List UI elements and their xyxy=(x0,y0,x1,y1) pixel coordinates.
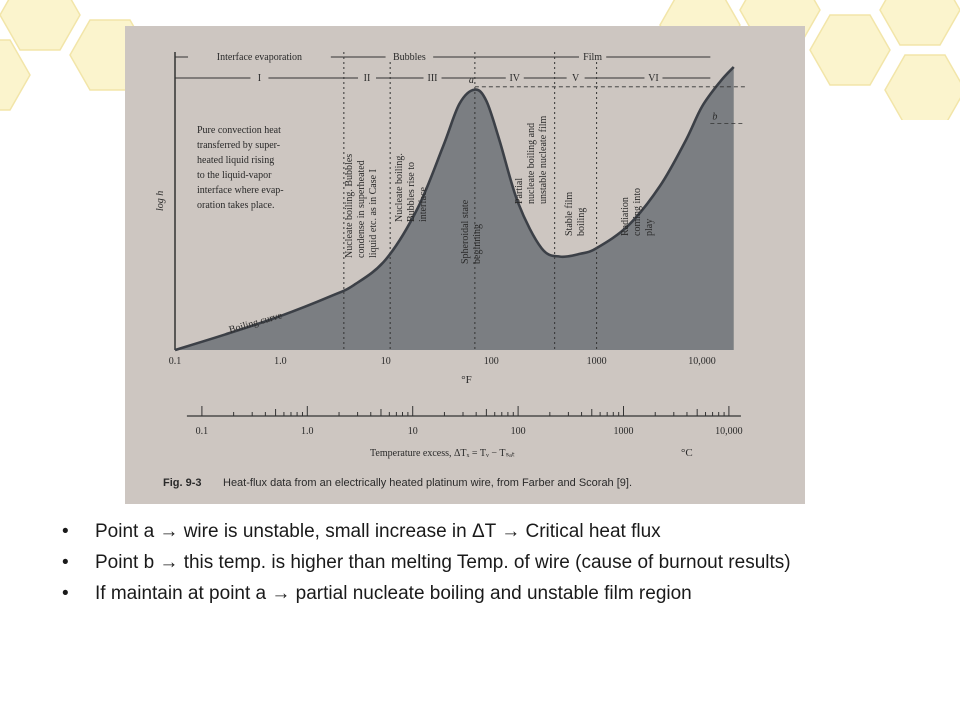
group-bubbles-label-bg xyxy=(385,50,434,62)
boiling-curve-line xyxy=(174,66,735,352)
region5-note: Stable film xyxy=(564,192,575,236)
fahrenheit-tick-label: 10 xyxy=(381,356,391,367)
temperature-excess-label: Temperature excess, ΔTₓ = Tᵥ − Tₛₐₜ xyxy=(370,448,515,459)
celsius-tick-label: 10,000 xyxy=(715,426,743,437)
bullet-text: Point a → wire is unstable, small increa… xyxy=(95,521,661,542)
point-b-label: b xyxy=(712,112,717,123)
region2-note: liquid etc. as in Case I xyxy=(368,169,379,258)
fahrenheit-tick-label: 1000 xyxy=(587,356,607,367)
group-film-label-bg xyxy=(579,50,607,62)
region4-note: unstable nucleate film xyxy=(538,115,549,204)
bullet-dot: • xyxy=(62,583,69,604)
bullet-dot: • xyxy=(62,521,69,542)
bullet-item: • Point b → this temp. is higher than mel… xyxy=(62,551,922,574)
region2-note: Nucleate boiling. Bubbles xyxy=(344,154,355,258)
figure-caption-text: Heat-flux data from an electrically heat… xyxy=(223,477,632,489)
regime-label-bg xyxy=(250,70,269,82)
celsius-tick-label: 100 xyxy=(511,426,526,437)
region1-note: interface where evap- xyxy=(197,185,284,196)
celsius-unit: °C xyxy=(681,447,693,459)
bullet-text: If maintain at point a → partial nucleat… xyxy=(95,583,692,604)
fahrenheit-tick-label: 0.1 xyxy=(169,356,182,367)
group-film-label: Film xyxy=(583,52,602,63)
region1-note: oration takes place. xyxy=(197,200,274,211)
region5-note: boiling xyxy=(576,208,587,236)
bullet-list: • Point a → wire is unstable, small incre… xyxy=(62,520,922,613)
y-axis-label: log h xyxy=(155,191,166,211)
group-bubbles-label: Bubbles xyxy=(393,52,426,63)
region3-note: interface xyxy=(418,186,429,222)
regime-label-VI: VI xyxy=(648,73,659,84)
figure-caption-label: Fig. 9-3 xyxy=(163,477,202,489)
celsius-tick-label: 0.1 xyxy=(196,426,209,437)
region2-note: condense in superheated xyxy=(356,160,367,258)
region1-note: Pure convection heat xyxy=(197,125,281,136)
region1-note: heated liquid rising xyxy=(197,155,274,166)
fahrenheit-tick-label: 10,000 xyxy=(688,356,716,367)
group-interface-evaporation-label: Interface evaporation xyxy=(217,52,302,63)
region1-note: to the liquid-vapor xyxy=(197,170,272,181)
bullet-dot: • xyxy=(62,552,69,573)
fahrenheit-tick-label: 100 xyxy=(484,356,499,367)
region4-note: Partial xyxy=(514,178,525,204)
group-interface-evaporation-label-bg xyxy=(188,50,331,62)
figure-scan: log h Interface evaporation Bubbles Film I II… xyxy=(125,26,805,504)
spheroidal-note: Spheroidal state xyxy=(460,199,471,264)
regime-label-I: I xyxy=(258,73,261,84)
bullet-item: • If maintain at point a → partial nuclea… xyxy=(62,582,922,605)
regime-label-bg xyxy=(566,70,585,82)
curve-area-fill xyxy=(175,67,734,350)
celsius-tick-label: 10 xyxy=(408,426,418,437)
regime-label-II: II xyxy=(364,73,371,84)
regime-label-bg xyxy=(358,70,377,82)
regime-label-bg xyxy=(644,70,663,82)
bullet-item: • Point a → wire is unstable, small incre… xyxy=(62,520,922,543)
region4-note: nucleate boiling and xyxy=(526,123,537,204)
region1-note: transferred by super- xyxy=(197,140,280,151)
regime-label-bg xyxy=(505,70,524,82)
celsius-tick-label: 1.0 xyxy=(301,426,314,437)
region3-note: Nucleate boiling. xyxy=(394,153,405,222)
spheroidal-note: beginning xyxy=(472,224,483,264)
point-a-label: a xyxy=(469,75,474,86)
region6-note: Radiation xyxy=(620,197,631,236)
region3-note: Bubbles rise to xyxy=(406,162,417,222)
regime-label-IV: IV xyxy=(509,73,520,84)
region6-note: coming into xyxy=(632,188,643,236)
fahrenheit-tick-label: 1.0 xyxy=(274,356,287,367)
celsius-tick-label: 1000 xyxy=(614,426,634,437)
regime-label-V: V xyxy=(572,73,580,84)
bullet-text: Point b → this temp. is higher than melt… xyxy=(95,552,791,573)
fahrenheit-unit: °F xyxy=(461,374,472,386)
region6-note: play xyxy=(644,219,655,236)
regime-label-III: III xyxy=(428,73,438,84)
regime-label-bg xyxy=(423,70,442,82)
